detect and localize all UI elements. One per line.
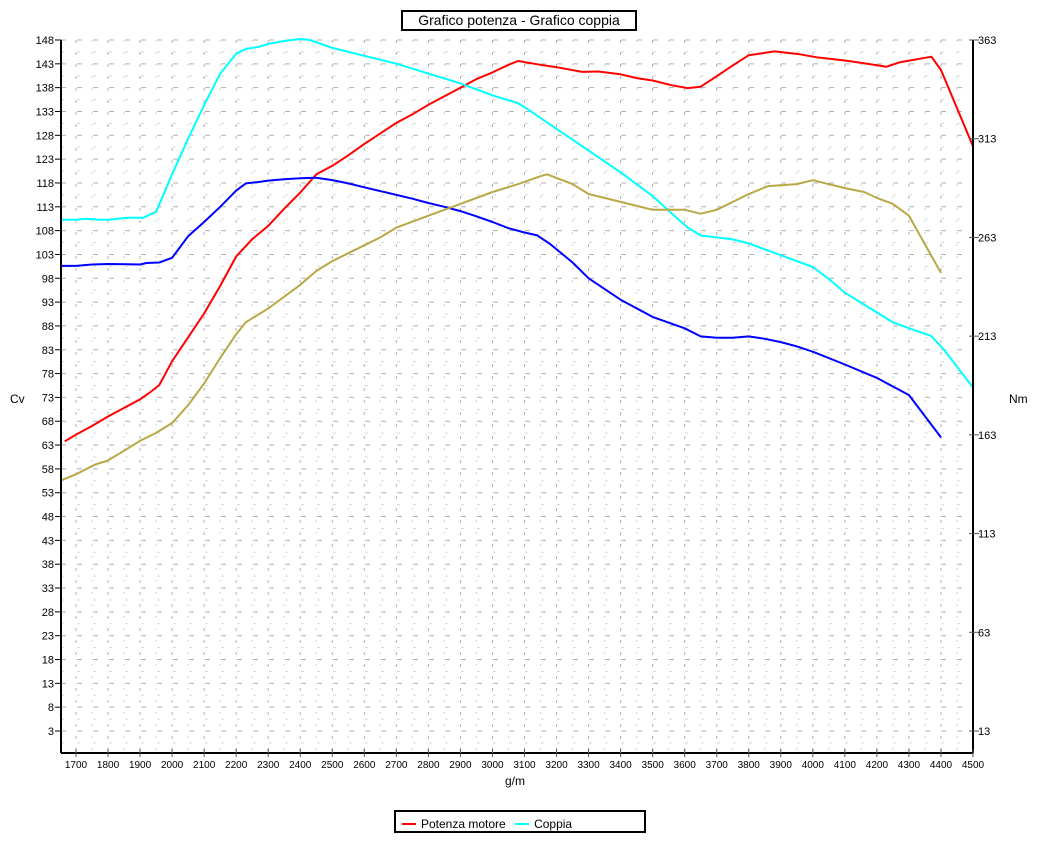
svg-text:73: 73 <box>42 392 54 404</box>
svg-text:23: 23 <box>42 631 54 643</box>
svg-text:3600: 3600 <box>674 760 697 771</box>
svg-text:18: 18 <box>42 655 54 667</box>
svg-text:98: 98 <box>42 273 54 285</box>
svg-text:123: 123 <box>36 154 54 166</box>
svg-text:38: 38 <box>42 559 54 571</box>
svg-text:2700: 2700 <box>385 760 408 771</box>
chart-title: Grafico potenza - Grafico coppia <box>401 10 637 31</box>
svg-text:363: 363 <box>978 35 996 47</box>
legend-label-coppia: Coppia <box>534 816 573 831</box>
svg-text:1800: 1800 <box>97 760 120 771</box>
svg-text:13: 13 <box>978 726 990 738</box>
svg-text:83: 83 <box>42 345 54 357</box>
svg-text:13: 13 <box>42 678 54 690</box>
svg-text:3100: 3100 <box>513 760 536 771</box>
svg-text:2400: 2400 <box>289 760 312 771</box>
svg-text:8: 8 <box>48 702 54 714</box>
axes <box>60 40 974 754</box>
svg-text:4000: 4000 <box>802 760 825 771</box>
y-left-axis-label: Cv <box>10 392 25 406</box>
svg-text:3800: 3800 <box>738 760 761 771</box>
svg-text:113: 113 <box>978 529 996 541</box>
svg-text:48: 48 <box>42 512 54 524</box>
svg-text:163: 163 <box>978 430 996 442</box>
legend-label-potenza: Potenza motore <box>421 816 506 831</box>
svg-text:28: 28 <box>42 607 54 619</box>
svg-text:1700: 1700 <box>65 760 88 771</box>
svg-text:118: 118 <box>36 178 54 190</box>
svg-text:263: 263 <box>978 232 996 244</box>
svg-text:63: 63 <box>978 627 990 639</box>
svg-text:3000: 3000 <box>481 760 504 771</box>
series-lines <box>60 38 974 482</box>
svg-text:148: 148 <box>36 35 54 47</box>
svg-text:138: 138 <box>36 83 54 95</box>
x-axis-label: g/m <box>505 774 525 788</box>
svg-text:3: 3 <box>48 726 54 738</box>
svg-text:143: 143 <box>36 59 54 71</box>
legend-swatch-red-line-icon <box>402 823 416 825</box>
svg-text:313: 313 <box>978 134 996 146</box>
svg-text:2900: 2900 <box>449 760 472 771</box>
svg-text:108: 108 <box>36 226 54 238</box>
svg-text:2500: 2500 <box>321 760 344 771</box>
svg-text:3700: 3700 <box>706 760 729 771</box>
svg-text:3900: 3900 <box>770 760 793 771</box>
grid-lines <box>61 39 973 753</box>
svg-text:3200: 3200 <box>545 760 568 771</box>
svg-text:2800: 2800 <box>417 760 440 771</box>
svg-text:2200: 2200 <box>225 760 248 771</box>
svg-text:78: 78 <box>42 369 54 381</box>
svg-text:68: 68 <box>42 416 54 428</box>
y-left-axis-ticks: 3813182328333843485358636873788388939810… <box>36 35 61 738</box>
svg-text:3500: 3500 <box>642 760 665 771</box>
svg-text:58: 58 <box>42 464 54 476</box>
legend-item-potenza: Potenza motore <box>402 815 506 834</box>
svg-text:103: 103 <box>36 249 54 261</box>
svg-text:2600: 2600 <box>353 760 376 771</box>
svg-text:113: 113 <box>36 202 54 214</box>
legend: Potenza motore Coppia <box>394 810 646 833</box>
svg-text:1900: 1900 <box>129 760 152 771</box>
svg-text:128: 128 <box>36 130 54 142</box>
y-right-axis-label: Nm <box>1009 392 1028 406</box>
series-line-1 <box>60 38 974 389</box>
svg-text:53: 53 <box>42 488 54 500</box>
svg-text:4200: 4200 <box>866 760 889 771</box>
svg-text:63: 63 <box>42 440 54 452</box>
series-line-2 <box>60 176 942 439</box>
svg-text:88: 88 <box>42 321 54 333</box>
svg-text:4300: 4300 <box>898 760 921 771</box>
svg-text:4400: 4400 <box>930 760 953 771</box>
series-line-3 <box>60 173 942 482</box>
svg-text:2000: 2000 <box>161 760 184 771</box>
svg-text:4100: 4100 <box>834 760 857 771</box>
legend-swatch-cyan-line-icon <box>515 823 530 825</box>
svg-text:43: 43 <box>42 535 54 547</box>
legend-item-coppia: Coppia <box>515 815 572 834</box>
svg-text:3300: 3300 <box>577 760 600 771</box>
svg-text:93: 93 <box>42 297 54 309</box>
series-line-0 <box>64 50 974 443</box>
svg-text:133: 133 <box>36 106 54 118</box>
svg-text:2100: 2100 <box>193 760 216 771</box>
svg-text:33: 33 <box>42 583 54 595</box>
svg-text:2300: 2300 <box>257 760 280 771</box>
y-right-axis-ticks: 13 63 113 163 213 263 313 363 <box>969 35 996 738</box>
svg-text:4500: 4500 <box>962 760 985 771</box>
svg-text:3400: 3400 <box>609 760 632 771</box>
svg-text:213: 213 <box>978 331 996 343</box>
x-axis-ticks: 1700 1800 1900 2000 2100 2200 2300 2400 2500 2600… <box>65 749 985 771</box>
